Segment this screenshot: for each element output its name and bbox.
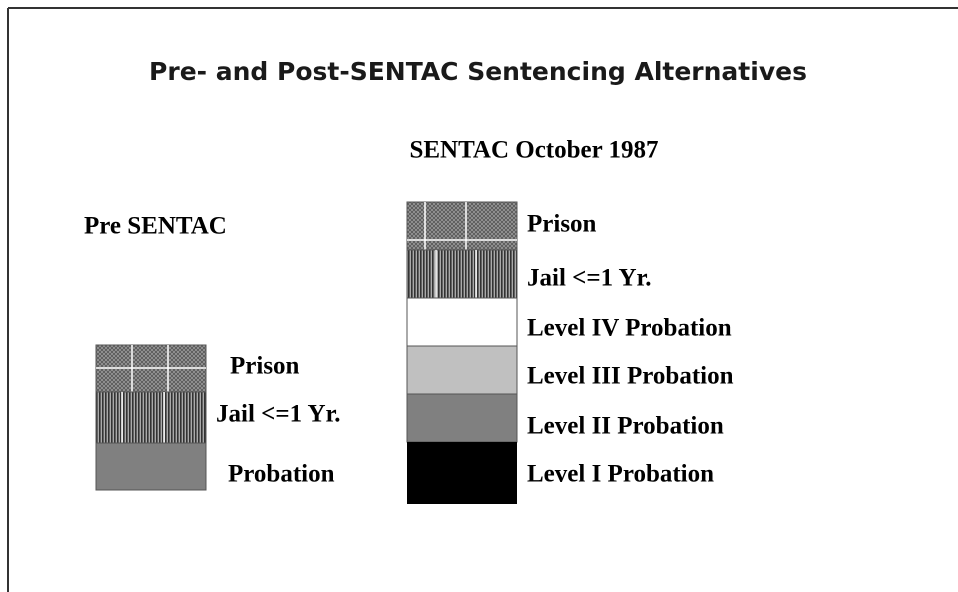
block-label: Level II Probation [527, 413, 724, 440]
subtitle: SENTAC October 1987 [409, 137, 658, 164]
block-label: Prison [230, 353, 300, 380]
block-label: Jail <=1 Yr. [527, 265, 652, 292]
grid-lines [96, 345, 206, 392]
group-label: Pre SENTAC [84, 213, 227, 240]
block-label: Level III Probation [527, 363, 734, 390]
level-ii-block [406, 393, 518, 443]
block-label: Level I Probation [527, 461, 714, 488]
title: Pre- and Post-SENTAC Sentencing Alternat… [149, 57, 807, 86]
prison-block [406, 201, 518, 251]
grid-lines [407, 202, 517, 250]
jail-block [95, 391, 207, 444]
block-label: Prison [527, 211, 597, 238]
block-label: Level IV Probation [527, 315, 732, 342]
pre-stack [95, 344, 207, 491]
grid-lines [435, 250, 477, 298]
block-label: Jail <=1 Yr. [216, 401, 341, 428]
post-stack [406, 201, 518, 504]
grid-lines [121, 392, 165, 443]
block-label: Probation [228, 461, 335, 488]
level-iii-block [406, 345, 518, 395]
probation-block [95, 442, 207, 491]
jail-block [406, 249, 518, 299]
level-iv-block [406, 297, 518, 347]
level-i-block [407, 442, 517, 504]
